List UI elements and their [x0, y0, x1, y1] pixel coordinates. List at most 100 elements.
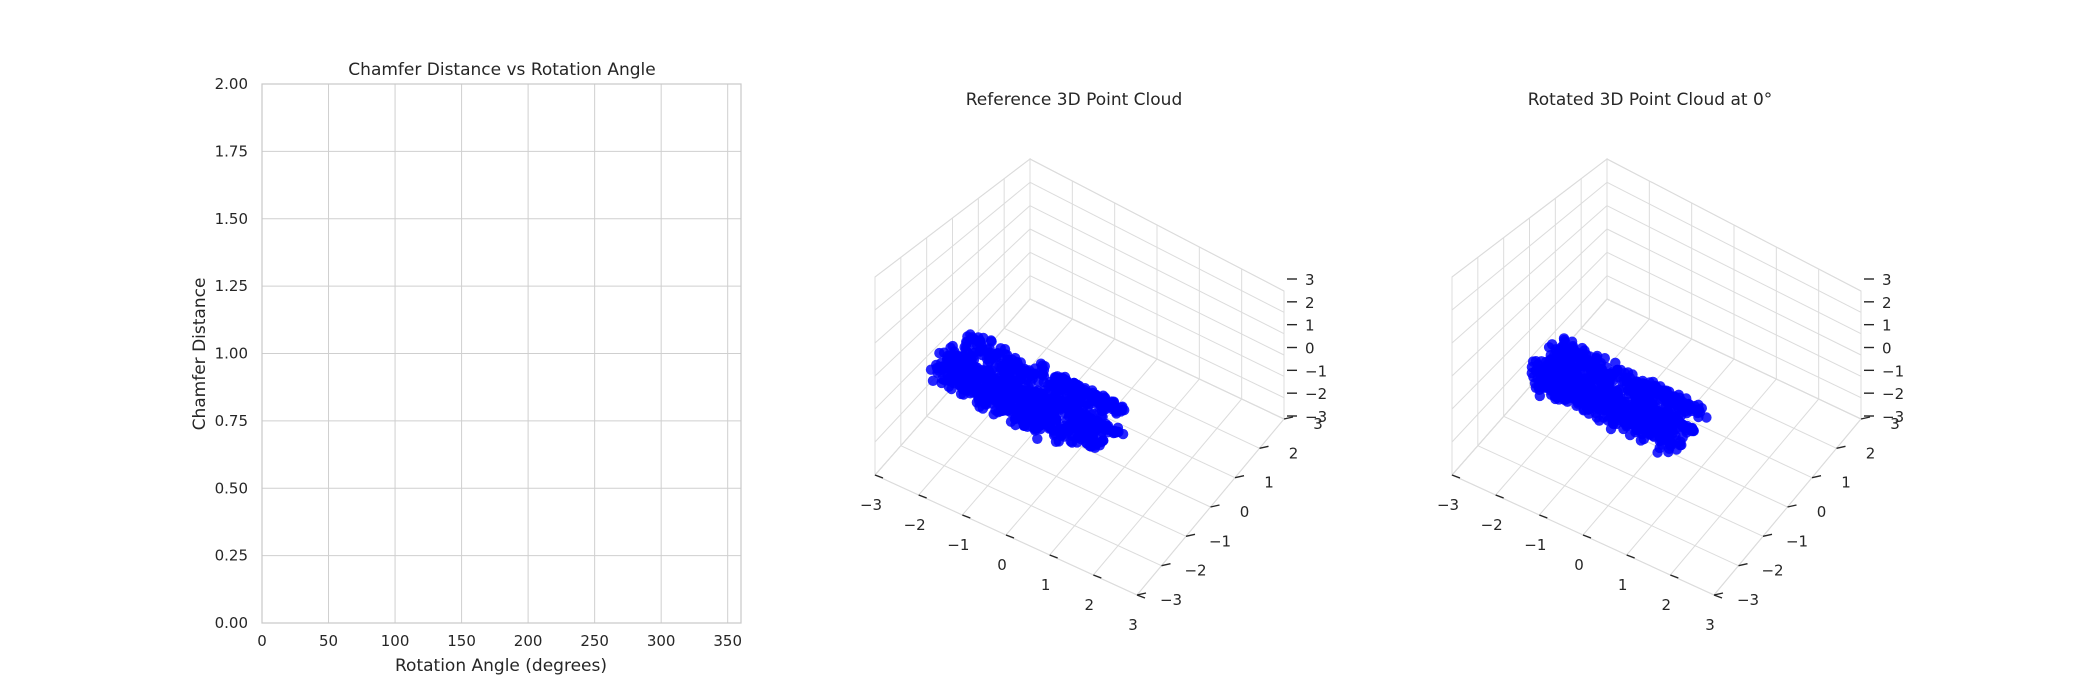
z-tick-label: 0	[1305, 340, 1315, 358]
x-tick-label: 1	[1618, 576, 1628, 594]
y-tick	[1259, 445, 1269, 450]
point	[1619, 368, 1631, 379]
x-tick-label: 350	[713, 632, 742, 650]
point	[1577, 374, 1589, 385]
point	[1079, 423, 1091, 434]
x-tick-label: −3	[860, 496, 882, 514]
x-tick-label: −2	[904, 516, 926, 534]
point	[1627, 369, 1638, 380]
y-tick	[1185, 533, 1196, 538]
floor-pane	[874, 298, 1285, 596]
point	[945, 358, 956, 370]
rotated-point-cloud-chart: Rotated 3D Point Cloud at 0° −3−2−10123−…	[1437, 90, 1904, 634]
point	[1651, 411, 1663, 422]
wall-gridline	[1606, 158, 1862, 292]
point	[953, 363, 964, 375]
point	[1687, 424, 1699, 436]
y-tick-label: −3	[1160, 591, 1182, 609]
point	[1066, 379, 1078, 390]
point	[1633, 381, 1644, 392]
wall-gridline	[1606, 181, 1862, 313]
y-tick-label: −2	[1761, 562, 1783, 580]
y-tick	[1210, 504, 1220, 508]
point	[965, 329, 976, 340]
y-tick	[1283, 416, 1294, 420]
x-tick-label: −1	[1524, 536, 1546, 554]
y-tick-label: 1.25	[215, 277, 248, 295]
y-tick-label: 1.50	[215, 210, 248, 228]
z-tick-label: −3	[1882, 408, 1904, 426]
z-tick-label: −3	[1305, 408, 1327, 426]
x-tick-labels: 0 50 100 150 200 250 300 350	[257, 632, 742, 650]
y-tick	[1836, 445, 1846, 450]
x-tick-label: 2	[1662, 596, 1672, 614]
point	[1117, 401, 1128, 412]
point	[1546, 339, 1558, 350]
x-tick	[1495, 494, 1504, 499]
point	[1007, 383, 1018, 395]
point	[1619, 401, 1630, 412]
point	[1633, 423, 1645, 434]
point	[1561, 355, 1572, 366]
point	[1581, 389, 1592, 400]
y-tick	[1738, 562, 1748, 567]
point	[1660, 392, 1672, 403]
point	[1594, 383, 1605, 394]
y-tick-label: 3	[1890, 415, 1900, 433]
y-tick-label: 2	[1866, 444, 1876, 462]
z-tick-label: −2	[1882, 385, 1904, 403]
point	[1099, 398, 1110, 409]
z-tick-label: 2	[1305, 294, 1315, 312]
x-tick	[874, 474, 884, 479]
x-tick	[1005, 534, 1015, 539]
point	[1534, 390, 1546, 402]
wall-gridline	[1451, 181, 1608, 311]
y-tick-label: 0.25	[215, 547, 248, 565]
y-tick	[1860, 416, 1871, 420]
point	[1561, 366, 1572, 377]
point	[1072, 406, 1083, 417]
point	[927, 375, 939, 386]
x-tick-label: 150	[447, 632, 476, 650]
y-tick-label: −1	[1209, 532, 1231, 550]
x-tick-label: 1	[1041, 576, 1051, 594]
point	[1033, 376, 1044, 387]
point	[1028, 407, 1040, 418]
point	[995, 343, 1006, 354]
y-tick-label: 3	[1313, 415, 1323, 433]
point	[1638, 433, 1650, 445]
point	[1612, 395, 1623, 407]
chart-title: Rotated 3D Point Cloud at 0°	[1528, 90, 1773, 110]
y-tick-label: 1	[1841, 474, 1851, 492]
y-tick-labels: 0.00 0.25 0.50 0.75 1.00 1.25 1.50 1.75 2.00	[215, 75, 248, 632]
y-tick-label: −2	[1184, 562, 1206, 580]
point	[1045, 379, 1056, 390]
point	[1059, 423, 1070, 434]
point	[1096, 436, 1107, 448]
y-tick-label: −3	[1737, 591, 1759, 609]
point	[1659, 413, 1670, 424]
y-tick	[1787, 504, 1797, 508]
x-axis-label: Rotation Angle (degrees)	[395, 656, 607, 676]
x-tick-label: 0	[997, 556, 1007, 574]
x-tick	[1093, 574, 1102, 579]
point	[987, 353, 999, 364]
point	[1032, 396, 1043, 408]
y-tick-label: 1	[1264, 474, 1274, 492]
chamfer-distance-chart: Chamfer Distance vs Rotation Angle 0 50 10…	[190, 60, 742, 676]
y-tick-label: 0	[1240, 503, 1250, 521]
point	[1694, 404, 1705, 416]
point	[1551, 347, 1563, 358]
point	[985, 379, 996, 391]
point	[958, 375, 970, 386]
x-tick-label: 300	[647, 632, 676, 650]
point	[1037, 360, 1048, 371]
y-tick-label: 0	[1817, 503, 1827, 521]
x-tick-label: 200	[514, 632, 543, 650]
floor-gridline	[1580, 327, 1837, 449]
point	[1611, 418, 1622, 430]
chart-title: Reference 3D Point Cloud	[966, 90, 1183, 110]
chart-title: Chamfer Distance vs Rotation Angle	[348, 60, 655, 80]
point	[1530, 365, 1541, 376]
point	[1647, 388, 1658, 400]
